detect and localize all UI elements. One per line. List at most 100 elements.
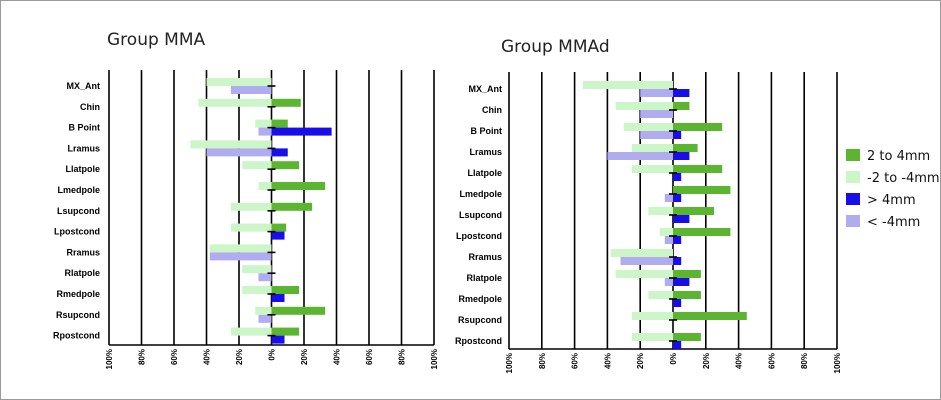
bar — [607, 152, 673, 160]
bar — [673, 173, 682, 181]
bar — [659, 228, 673, 236]
category-label: Lsupcond — [57, 206, 100, 216]
bar — [673, 291, 701, 299]
bar — [271, 294, 285, 302]
bar — [620, 257, 673, 265]
bar — [271, 223, 287, 232]
bar — [582, 81, 673, 89]
chart-panel-mma: MX_Ant Chin B Point Lramus Llatpole Lmedpole L… — [53, 70, 439, 369]
bar — [610, 249, 673, 257]
bar — [615, 102, 673, 110]
category-label: Rmedpole — [458, 294, 502, 304]
legend-swatch — [846, 193, 860, 205]
bar — [673, 257, 682, 265]
bar — [632, 312, 673, 320]
bar — [242, 265, 272, 274]
bar — [673, 215, 690, 223]
bar — [271, 327, 300, 336]
bar — [673, 312, 747, 320]
bar — [198, 98, 272, 107]
bar — [271, 148, 288, 157]
bar — [271, 202, 313, 211]
x-tick-label: 80% — [800, 353, 809, 369]
x-tick-label: 60% — [767, 353, 776, 369]
category-label: MX_Ant — [67, 81, 101, 91]
bar — [673, 123, 723, 131]
bar — [632, 333, 673, 341]
category-label: Lpostcond — [54, 227, 100, 237]
bar — [271, 306, 326, 315]
category-label: Llatpole — [467, 168, 502, 178]
x-tick-label: 20% — [235, 349, 244, 365]
bar — [673, 194, 682, 202]
chart-title-mmad: Group MMAd — [501, 37, 610, 57]
bar — [209, 252, 272, 261]
category-label: Rpostcond — [53, 331, 100, 341]
bar — [673, 341, 682, 349]
bar — [664, 236, 673, 244]
category-label: Rlatpole — [466, 273, 502, 283]
category-label: Llatpole — [65, 164, 100, 174]
bar — [673, 131, 682, 139]
x-tick-label: 80% — [398, 349, 407, 365]
bar — [271, 231, 285, 240]
bar — [640, 89, 673, 97]
legend-label: > 4mm — [867, 193, 916, 208]
bar — [673, 333, 701, 341]
x-tick-label: 0% — [669, 353, 678, 365]
bar — [206, 148, 272, 157]
legend-swatch — [846, 149, 860, 161]
bar — [258, 182, 272, 190]
x-tick-label: 80% — [538, 353, 547, 369]
bar — [673, 299, 682, 307]
category-label: Rsupcond — [458, 315, 502, 325]
bar — [230, 223, 272, 232]
bar — [673, 278, 690, 286]
bar — [673, 186, 731, 194]
chart-legend: 2 to 4mm -2 to -4mm > 4mm < -4mm — [846, 149, 940, 230]
bar — [209, 244, 272, 253]
bar — [271, 119, 288, 128]
x-tick-label: 100% — [833, 353, 842, 373]
bar — [271, 286, 300, 294]
category-label: Lmedpole — [459, 189, 502, 199]
bar — [258, 127, 272, 136]
category-label: B Point — [69, 123, 101, 133]
bar — [271, 182, 326, 190]
x-tick-label: 20% — [636, 353, 645, 369]
category-label: Rlatpole — [64, 268, 100, 278]
bar — [230, 86, 272, 94]
x-tick-label: 80% — [138, 349, 147, 365]
category-label: Chin — [482, 105, 502, 115]
bar — [673, 102, 690, 110]
category-label: Rramus — [66, 247, 100, 257]
bar — [673, 165, 723, 173]
category-label: Rpostcond — [455, 336, 502, 346]
bar — [255, 119, 272, 128]
x-tick-label: 60% — [571, 353, 580, 369]
x-tick-label: 40% — [735, 353, 744, 369]
x-tick-label: 20% — [702, 353, 711, 369]
bar — [258, 314, 272, 323]
bar — [230, 327, 272, 336]
bar — [190, 140, 272, 149]
bar — [258, 273, 272, 282]
bar — [664, 278, 673, 286]
bar — [632, 165, 673, 173]
category-label: B Point — [471, 126, 503, 136]
category-label: MX_Ant — [469, 84, 503, 94]
x-tick-label: 40% — [203, 349, 212, 365]
bar — [640, 110, 673, 118]
bar — [632, 144, 673, 152]
bar — [673, 152, 690, 160]
category-label: Lsupcond — [459, 210, 502, 220]
bar — [271, 98, 301, 107]
x-tick-label: 20% — [300, 349, 309, 365]
x-tick-label: 100% — [505, 353, 514, 373]
x-tick-label: 60% — [170, 349, 179, 365]
bar — [255, 306, 272, 315]
bar — [673, 144, 698, 152]
bar — [242, 286, 272, 294]
bar — [673, 207, 714, 215]
